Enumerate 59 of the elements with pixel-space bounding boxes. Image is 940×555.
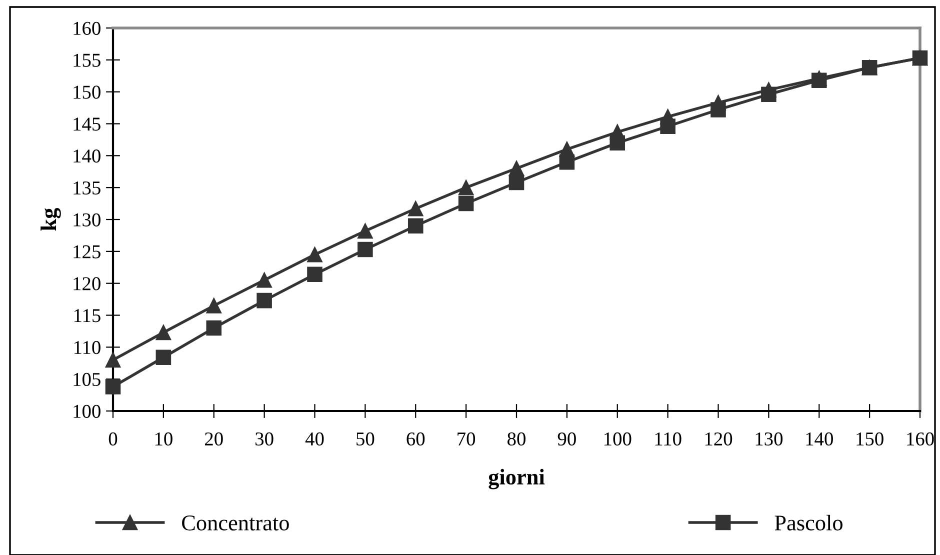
point xyxy=(610,135,626,151)
x-tick-label: 100 xyxy=(604,432,632,446)
x-tick-label: 60 xyxy=(406,432,425,446)
x-tick-label: 140 xyxy=(806,432,833,446)
point xyxy=(862,60,878,76)
point xyxy=(105,379,121,394)
point xyxy=(408,218,424,234)
y-tick-label: 140 xyxy=(74,149,100,163)
x-tick-label: 0 xyxy=(108,432,118,446)
x-tick-label: 30 xyxy=(256,432,274,446)
point xyxy=(408,201,424,216)
x-tick-label: 40 xyxy=(305,432,324,446)
x-tick-label: 20 xyxy=(205,432,223,446)
point xyxy=(307,246,322,262)
x-axis-title: giorni xyxy=(488,468,545,490)
y-tick-label: 160 xyxy=(74,22,100,35)
point xyxy=(811,72,827,88)
x-tick-label: 160 xyxy=(907,432,934,446)
point xyxy=(458,196,474,212)
point xyxy=(105,352,121,368)
y-tick-label: 110 xyxy=(74,340,100,354)
point xyxy=(156,324,172,340)
y-tick-label: 155 xyxy=(74,54,100,67)
point xyxy=(508,174,524,190)
x-tick-label: 120 xyxy=(705,432,732,446)
y-tick-label: 150 xyxy=(74,86,100,99)
x-tick-label: 90 xyxy=(558,432,576,446)
y-tick-label: 115 xyxy=(74,309,100,322)
y-tick-label: 120 xyxy=(74,277,100,290)
point xyxy=(458,180,474,196)
point xyxy=(307,266,322,282)
x-tick-label: 110 xyxy=(655,432,682,446)
point xyxy=(761,86,776,102)
y-tick-label: 100 xyxy=(74,404,100,418)
point xyxy=(660,118,676,134)
legend-label: Pascolo xyxy=(774,514,842,530)
x-tick-label: 50 xyxy=(356,432,374,446)
point xyxy=(912,50,928,66)
y-tick-label: 145 xyxy=(74,118,100,131)
legend-label: Concentrato xyxy=(182,516,289,530)
x-tick-label: 150 xyxy=(856,432,884,446)
x-tick-label: 70 xyxy=(458,432,476,446)
y-tick-label: 135 xyxy=(74,181,100,195)
point xyxy=(256,272,272,288)
point xyxy=(358,223,373,239)
y-tick-label: 105 xyxy=(74,372,100,386)
point xyxy=(358,242,373,258)
point xyxy=(710,102,726,118)
point xyxy=(206,298,222,314)
y-axis-title: kg xyxy=(40,208,61,231)
y-tick-label: 125 xyxy=(74,245,100,258)
point xyxy=(256,292,272,308)
point xyxy=(559,154,575,170)
x-tick-label: 10 xyxy=(155,432,172,446)
point xyxy=(206,320,222,336)
point xyxy=(156,350,172,366)
x-tick-label: 80 xyxy=(508,432,526,446)
y-tick-label: 130 xyxy=(74,213,100,226)
x-tick-label: 130 xyxy=(756,432,783,446)
